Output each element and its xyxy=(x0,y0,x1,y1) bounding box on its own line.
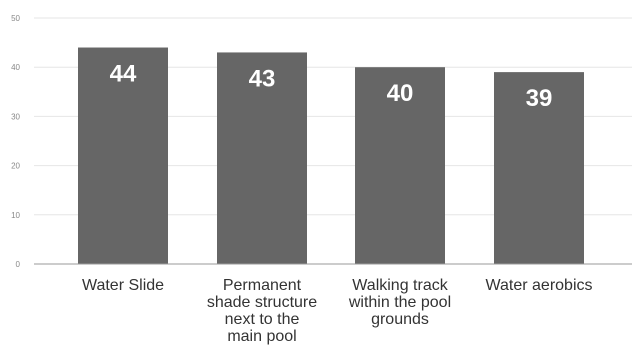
x-axis-category-labels: Water Slide Permanent shade structure next … xyxy=(82,277,593,345)
category-label-2-line-3: next to the xyxy=(225,311,300,328)
y-axis-tick-labels: 0 10 20 30 40 50 xyxy=(11,14,20,269)
category-label-2-line-1: Permanent xyxy=(223,277,302,294)
category-label-2-line-2: shade structure xyxy=(207,294,317,311)
category-label-4-line-1: Water aerobics xyxy=(486,277,593,294)
category-label-1-line-1: Water Slide xyxy=(82,277,164,294)
y-tick-label-20: 20 xyxy=(11,162,20,171)
category-label-2-line-4: main pool xyxy=(227,328,296,345)
data-label-3: 40 xyxy=(387,80,414,107)
category-label-1: Water Slide xyxy=(82,277,164,294)
category-label-4: Water aerobics xyxy=(486,277,593,294)
category-label-3-line-3: grounds xyxy=(371,311,429,328)
category-label-3: Walking track within the pool grounds xyxy=(348,277,451,328)
y-tick-label-50: 50 xyxy=(11,14,20,23)
bar-3 xyxy=(355,67,445,264)
data-label-2: 43 xyxy=(249,65,276,92)
data-label-1: 44 xyxy=(110,61,137,88)
category-label-3-line-1: Walking track xyxy=(352,277,448,294)
y-tick-label-40: 40 xyxy=(11,63,20,72)
y-tick-label-10: 10 xyxy=(11,211,20,220)
y-tick-label-30: 30 xyxy=(11,112,20,121)
category-label-3-line-2: within the pool xyxy=(348,294,451,311)
data-labels: 44 43 40 39 xyxy=(110,61,553,113)
bar-4 xyxy=(494,72,584,265)
data-label-4: 39 xyxy=(526,85,553,112)
y-tick-label-0: 0 xyxy=(16,260,21,269)
category-label-2: Permanent shade structure next to the main … xyxy=(207,277,317,345)
bar-2 xyxy=(217,52,307,264)
bars xyxy=(78,47,584,265)
bar-1 xyxy=(78,47,168,264)
